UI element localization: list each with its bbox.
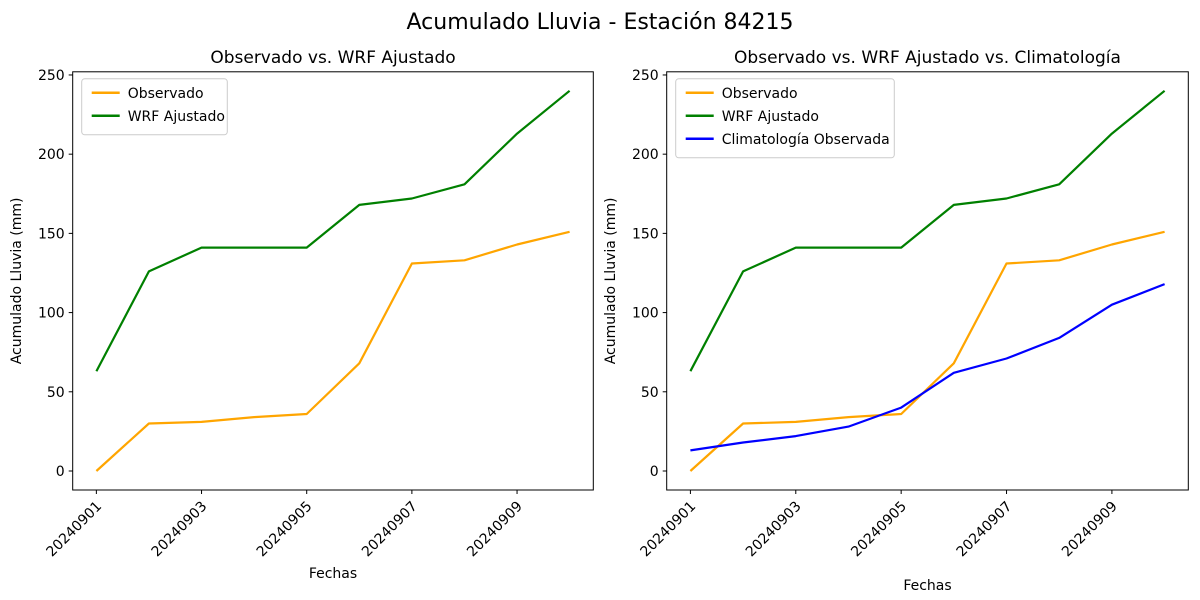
y-tick-label: 50 [47,385,65,401]
series-line-wrf-ajustado [95,89,571,372]
figure-title: Acumulado Lluvia - Estación 84215 [406,10,794,35]
y-tick-label: 0 [56,464,65,480]
y-axis-label-0: Acumulado Lluvia (mm) [9,198,25,365]
y-tick-label: 150 [632,226,659,242]
x-tick-label: 20240901 [638,499,700,561]
y-axis-label-1: Acumulado Lluvia (mm) [603,198,619,365]
x-tick-label: 20240901 [43,499,105,561]
subplot-title-0: Observado vs. WRF Ajustado [210,48,455,68]
y-tick-label: 250 [38,68,65,84]
x-axis-label-1: Fechas [903,578,951,594]
x-tick-label: 20240903 [743,499,805,561]
x-tick-label: 20240903 [149,499,211,561]
legend-label: Observado [722,86,798,102]
legend-box-1 [675,78,895,159]
y-tick-label: 0 [650,464,659,480]
x-tick-label: 20240907 [954,499,1016,561]
x-tick-label: 20240909 [1059,499,1121,561]
series-line-observado [95,230,570,472]
y-tick-label: 150 [38,226,65,242]
subplot-title-1: Observado vs. WRF Ajustado vs. Climatolo… [734,48,1121,68]
series-line-observado [689,230,1165,472]
y-tick-label: 200 [38,147,65,163]
x-axis-label-0: Fechas [309,566,357,582]
x-tick-label: 20240905 [254,499,316,561]
y-tick-label: 200 [632,147,659,163]
series-line-wrf-ajustado [689,89,1166,372]
y-tick-label: 50 [641,385,659,401]
legend-label: WRF Ajustado [722,109,819,125]
x-tick-label: 20240909 [464,499,526,561]
legend-label: Climatología Observada [722,132,890,148]
x-tick-label: 20240907 [359,499,421,561]
x-tick-label: 20240905 [848,499,910,561]
series-line-climatolog-a-observada [690,283,1166,452]
y-tick-label: 100 [632,306,659,322]
plot-area-0 [72,71,594,491]
legend-label: Observado [128,86,204,102]
legend-label: WRF Ajustado [128,109,225,125]
y-tick-label: 250 [632,68,659,84]
y-tick-label: 100 [38,306,65,322]
